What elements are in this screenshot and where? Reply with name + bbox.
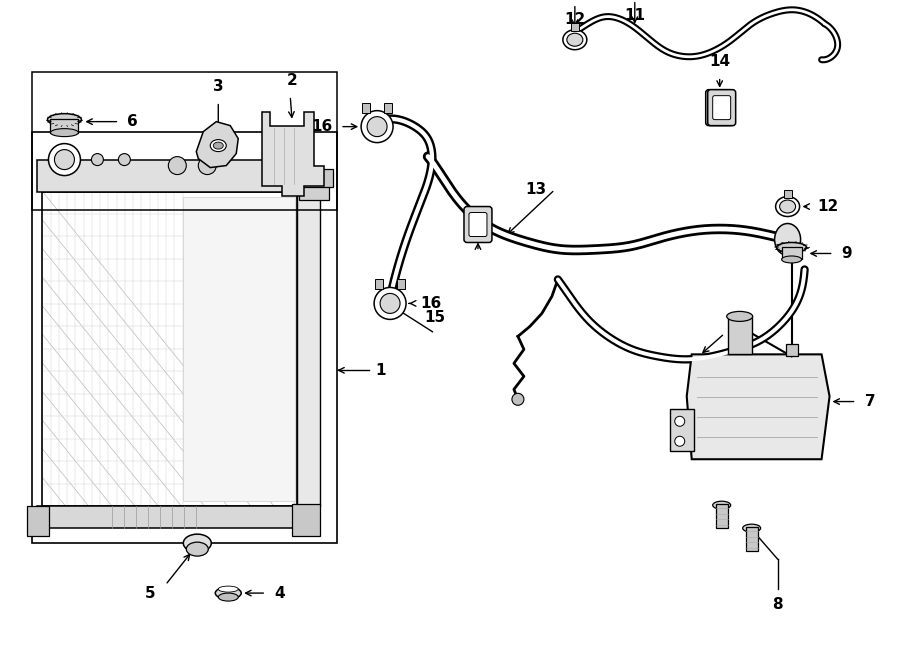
Bar: [397, 280, 405, 290]
Bar: [571, 22, 579, 30]
Bar: [38, 159, 304, 192]
FancyBboxPatch shape: [713, 96, 731, 120]
Ellipse shape: [219, 593, 238, 601]
Ellipse shape: [211, 139, 226, 151]
Ellipse shape: [213, 142, 223, 149]
Ellipse shape: [48, 114, 81, 126]
Bar: [375, 280, 382, 290]
Bar: [295, 169, 333, 186]
Ellipse shape: [779, 200, 796, 213]
Text: 1: 1: [375, 363, 385, 378]
Bar: [183, 196, 294, 501]
Text: 7: 7: [865, 394, 875, 409]
Bar: [362, 102, 370, 112]
Ellipse shape: [567, 33, 583, 46]
FancyBboxPatch shape: [706, 90, 734, 126]
Circle shape: [119, 153, 130, 165]
Text: 16: 16: [420, 296, 441, 311]
Text: 9: 9: [842, 246, 852, 261]
Bar: [42, 192, 297, 506]
Bar: [716, 504, 728, 528]
Circle shape: [168, 157, 186, 175]
Bar: [670, 409, 694, 451]
Circle shape: [675, 416, 685, 426]
Text: 8: 8: [772, 597, 783, 612]
Text: 2: 2: [287, 73, 298, 88]
Bar: [299, 178, 329, 200]
FancyBboxPatch shape: [469, 213, 487, 237]
Bar: [297, 192, 320, 506]
Text: 15: 15: [425, 311, 446, 325]
Bar: [292, 504, 320, 536]
Circle shape: [380, 293, 400, 313]
Bar: [781, 247, 802, 260]
Ellipse shape: [215, 587, 241, 599]
Text: 6: 6: [128, 114, 138, 129]
Text: 16: 16: [310, 119, 332, 134]
Bar: [28, 506, 50, 536]
Circle shape: [374, 288, 406, 319]
Circle shape: [361, 110, 393, 143]
Text: 4: 4: [274, 586, 284, 601]
Bar: [32, 132, 338, 543]
FancyBboxPatch shape: [711, 96, 729, 120]
Text: 10: 10: [733, 326, 754, 341]
Text: 11: 11: [625, 8, 645, 22]
Bar: [786, 344, 797, 356]
Bar: [728, 317, 752, 354]
Ellipse shape: [776, 196, 799, 217]
Ellipse shape: [726, 311, 752, 321]
FancyBboxPatch shape: [707, 90, 735, 126]
Ellipse shape: [742, 524, 760, 532]
Ellipse shape: [777, 243, 806, 253]
Ellipse shape: [713, 501, 731, 509]
Text: 3: 3: [213, 79, 223, 94]
Bar: [746, 527, 758, 551]
Bar: [32, 71, 338, 210]
Ellipse shape: [781, 256, 802, 263]
Polygon shape: [196, 122, 238, 168]
Text: 13: 13: [526, 182, 547, 197]
Ellipse shape: [186, 542, 208, 556]
Ellipse shape: [562, 30, 587, 50]
Circle shape: [367, 116, 387, 137]
Circle shape: [55, 149, 75, 170]
Circle shape: [675, 436, 685, 446]
Text: 14: 14: [709, 54, 730, 69]
Ellipse shape: [184, 534, 212, 552]
Text: 14: 14: [467, 229, 489, 243]
Bar: [384, 102, 392, 112]
Ellipse shape: [775, 223, 801, 255]
Text: 12: 12: [817, 199, 839, 214]
Polygon shape: [262, 112, 324, 196]
FancyBboxPatch shape: [464, 206, 492, 243]
Circle shape: [198, 157, 216, 175]
Circle shape: [92, 153, 104, 165]
Bar: [50, 118, 78, 133]
Ellipse shape: [219, 586, 238, 592]
Circle shape: [512, 393, 524, 405]
Text: 12: 12: [564, 12, 586, 26]
Ellipse shape: [50, 129, 78, 137]
Text: 5: 5: [145, 586, 156, 601]
Bar: [38, 506, 304, 528]
Polygon shape: [687, 354, 830, 459]
Bar: [784, 190, 792, 198]
Circle shape: [49, 143, 80, 176]
